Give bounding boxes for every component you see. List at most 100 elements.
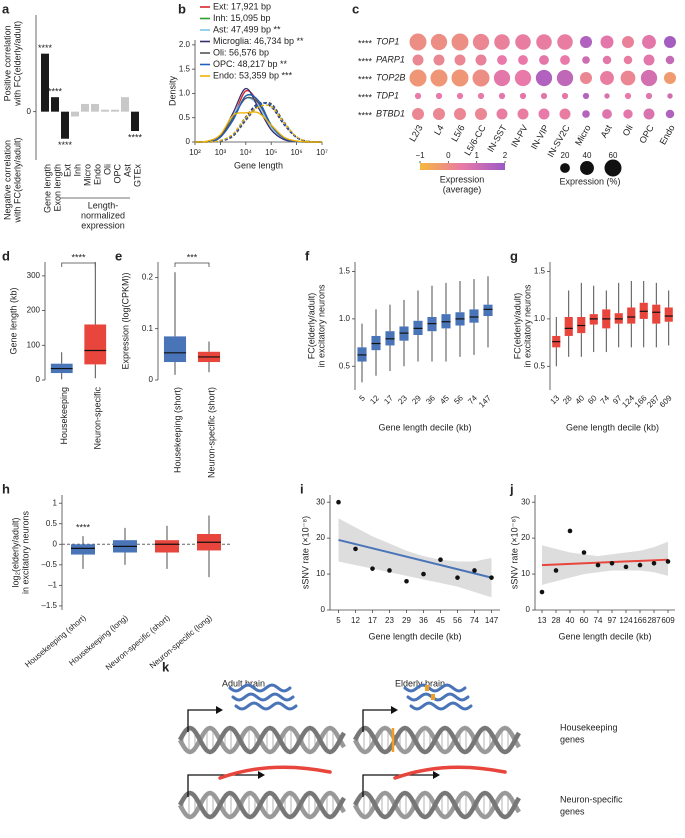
dot <box>430 33 448 51</box>
x-axis-label: Gene length decile (kb) <box>368 631 461 641</box>
y-axis-label: in excitatory neurons <box>522 284 532 368</box>
point <box>472 568 477 573</box>
arrow-head <box>391 706 398 714</box>
x-tick-label: Housekeeping (short) <box>172 387 182 473</box>
colorbar-tick-label: 1 <box>474 151 479 160</box>
y-axis-label: with FC(elderly/adult) <box>12 137 22 223</box>
bar <box>71 111 79 117</box>
box <box>155 540 179 553</box>
x-tick-label: 609 <box>661 616 675 625</box>
x-tick-label: Housekeeping <box>59 387 69 445</box>
panel-letter: f <box>305 248 310 263</box>
y-tick-label: –1.5 <box>41 601 57 610</box>
x-tick-label: Ast <box>599 123 614 140</box>
gene-label: TOP2B <box>376 72 405 82</box>
dot <box>497 55 507 65</box>
significance: *** <box>187 252 198 262</box>
dot <box>472 33 490 51</box>
y-axis-label: sSNV rate (×10⁻⁸) <box>300 516 310 589</box>
x-tick-label: Ast <box>122 164 132 178</box>
y-tick-label: 0 <box>186 137 191 146</box>
y-tick-label: 0.5 <box>179 113 191 122</box>
x-tick-label: 56 <box>452 393 465 406</box>
x-tick-label: OPC <box>637 123 656 145</box>
x-tick-label: 13 <box>548 393 561 406</box>
gene-label: BTBD1 <box>376 108 405 118</box>
significance: **** <box>358 110 373 120</box>
x-tick-label: Neuron-specific (short) <box>206 387 216 478</box>
dot <box>643 108 655 120</box>
y-axis-label: sSNV rate (×10⁻⁸) <box>509 516 519 589</box>
x-tick-label: 5 <box>336 616 341 625</box>
dot <box>409 33 427 51</box>
x-tick-label: L5/6 <box>449 123 466 143</box>
y-axis-label: with FC(elderly/adult) <box>12 21 22 107</box>
point <box>438 557 443 562</box>
x-tick-label: 36 <box>424 393 437 406</box>
box <box>564 316 573 336</box>
dot <box>663 35 677 49</box>
y-axis-label: Density <box>167 75 177 106</box>
density-line <box>194 94 323 143</box>
x-tick-label: 10³ <box>215 148 227 157</box>
panel-letter: j <box>509 481 514 496</box>
dot <box>518 55 528 65</box>
helix-strand <box>353 790 521 820</box>
y-tick-label: 30 <box>316 497 325 506</box>
dot <box>519 92 527 100</box>
x-tick-label: 147 <box>485 616 499 625</box>
mrna <box>406 692 470 702</box>
point <box>665 559 671 564</box>
x-tick-label: 23 <box>396 393 409 406</box>
dot <box>582 110 590 118</box>
dot <box>535 69 553 87</box>
diagram-label: Adult brain <box>222 678 265 688</box>
dot <box>494 34 510 50</box>
box <box>84 324 107 365</box>
x-tick-label: Endo <box>658 123 677 146</box>
x-tick-label: 74 <box>594 616 603 625</box>
dot <box>602 55 612 65</box>
dot <box>536 34 552 50</box>
point <box>581 550 587 555</box>
density-line <box>194 89 323 143</box>
y-tick-label: –0.5 <box>41 560 57 569</box>
dot <box>477 92 485 100</box>
mrna-long <box>393 765 507 780</box>
x-tick-label: 36 <box>419 616 428 625</box>
helix-strand <box>178 790 346 820</box>
significance-bracket <box>174 262 210 267</box>
x-tick-label: IN-PV <box>509 123 530 149</box>
x-tick-label: 13 <box>538 616 547 625</box>
x-tick-label: 124 <box>619 616 633 625</box>
panel-letter: h <box>2 481 10 496</box>
mrna <box>403 683 467 693</box>
dot <box>579 71 593 85</box>
dot <box>582 92 590 100</box>
colorbar-label: Expression <box>440 174 485 184</box>
point <box>609 560 615 566</box>
x-tick-label: IN-VIP <box>529 123 551 151</box>
y-tick-label: 0.5 <box>339 361 351 370</box>
dot <box>409 69 427 87</box>
colorbar <box>420 163 505 170</box>
dot <box>540 92 548 100</box>
point <box>539 589 545 595</box>
y-tick-label: –1 <box>48 580 57 589</box>
legend-label: Microglia: 46,734 bp ** <box>213 36 304 46</box>
dot <box>557 34 573 50</box>
y-axis-label: in excitatory neurons <box>316 284 326 368</box>
y-axis-label: in excitatory neurons <box>20 510 30 594</box>
bar <box>121 97 129 112</box>
point <box>595 562 601 568</box>
dot <box>412 54 424 66</box>
x-tick-label: 28 <box>561 393 574 406</box>
significance: **** <box>358 92 373 102</box>
diagram-label: genes <box>560 806 585 816</box>
group-label: normalized <box>81 210 125 220</box>
dot <box>663 71 677 85</box>
significance: **** <box>76 522 91 532</box>
dot <box>539 55 549 65</box>
point <box>404 578 409 584</box>
dot <box>456 92 464 100</box>
